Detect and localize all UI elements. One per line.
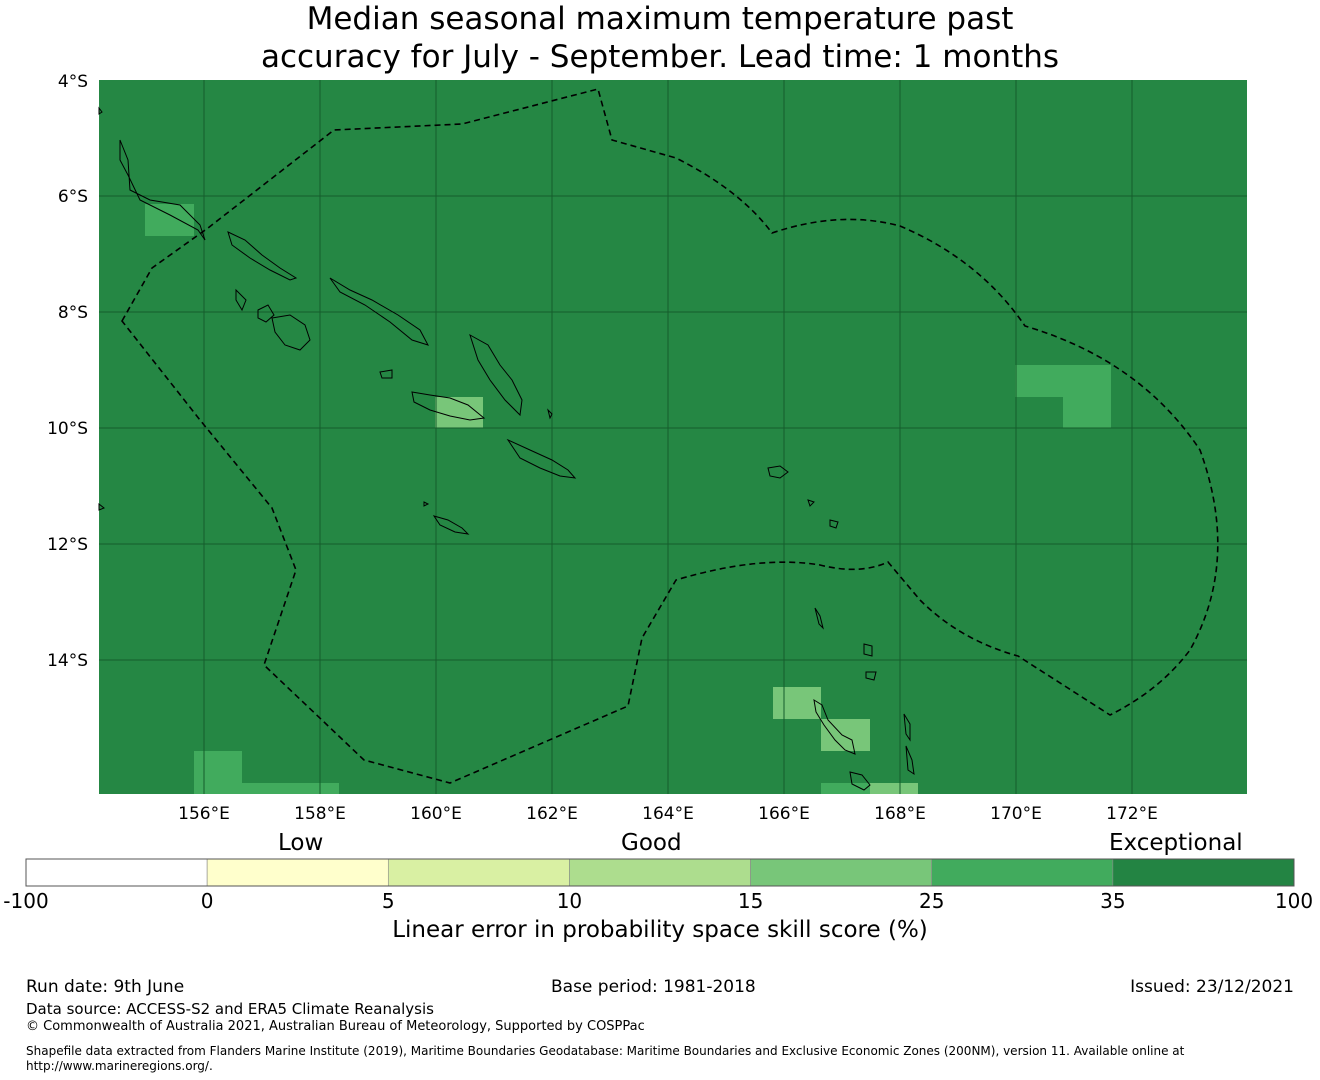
chart-title: Median seasonal maximum temperature past… xyxy=(0,0,1320,76)
map-svg: 4°S 6°S 8°S 10°S 12°S 14°S 156°E 158°E 1… xyxy=(47,72,1247,824)
malaita-island xyxy=(469,333,523,417)
bougainville-island xyxy=(119,139,206,241)
island xyxy=(863,643,873,657)
level-good: Good xyxy=(621,830,682,856)
colorbar-tick-label: 0 xyxy=(201,889,214,913)
lon-label: 160°E xyxy=(410,804,462,824)
makira-island xyxy=(506,438,577,479)
colorbar-tick-label: 25 xyxy=(919,889,944,913)
coastlines xyxy=(98,106,915,791)
choiseul-island xyxy=(227,231,298,281)
colorbar-segment xyxy=(931,858,1114,887)
lat-label: 4°S xyxy=(58,72,88,92)
island xyxy=(379,369,393,379)
map-panel: 4°S 6°S 8°S 10°S 12°S 14°S 156°E 158°E 1… xyxy=(0,70,1320,830)
island xyxy=(814,607,824,630)
lon-label: 162°E xyxy=(526,804,578,824)
espiritu-santo-island xyxy=(813,698,856,755)
colorbar: -100 0 5 10 15 25 35 100 xyxy=(3,858,1313,913)
lat-label: 6°S xyxy=(58,187,88,207)
data-source: Data source: ACCESS-S2 and ERA5 Climate … xyxy=(26,1000,434,1018)
colorbar-tick-label: 35 xyxy=(1100,889,1125,913)
colorbar-tick-label: 100 xyxy=(1275,889,1313,913)
title-line-2: accuracy for July - September. Lead time… xyxy=(260,39,1060,75)
island xyxy=(865,671,877,681)
colorbar-segment xyxy=(387,858,570,887)
lat-label: 12°S xyxy=(47,535,88,555)
santa-isabel-island xyxy=(329,277,430,346)
island xyxy=(423,501,430,507)
island xyxy=(98,106,103,115)
island xyxy=(905,745,915,776)
colorbar-title: Linear error in probability space skill … xyxy=(392,917,928,943)
colorbar-segment xyxy=(25,858,208,887)
shapefile-credit-1: Shapefile data extracted from Flanders M… xyxy=(26,1044,1185,1058)
colorbar-segment xyxy=(1112,858,1295,887)
skill-cell xyxy=(194,751,242,794)
colorbar-segment xyxy=(750,858,933,887)
lon-label: 158°E xyxy=(294,804,346,824)
colorbar-ticks: -100 0 5 10 15 25 35 100 xyxy=(3,889,1313,913)
lat-labels: 4°S 6°S 8°S 10°S 12°S 14°S xyxy=(47,72,88,671)
colorbar-frame xyxy=(25,858,1295,887)
skill-cell xyxy=(870,783,918,794)
eez-boundary xyxy=(121,88,1219,784)
gridlines xyxy=(99,80,1247,794)
lon-label: 172°E xyxy=(1106,804,1158,824)
lon-labels: 156°E 158°E 160°E 162°E 164°E 166°E 168°… xyxy=(178,804,1158,824)
lat-label: 10°S xyxy=(47,419,88,439)
guadalcanal-island xyxy=(411,391,486,421)
malekula-island xyxy=(849,771,871,791)
rennell-island xyxy=(432,515,470,535)
island xyxy=(547,408,553,420)
colorbar-segments xyxy=(25,858,1295,887)
skill-cell xyxy=(242,783,339,794)
skill-cell xyxy=(821,719,870,751)
new-georgia-island xyxy=(271,314,311,351)
lon-label: 156°E xyxy=(178,804,230,824)
island xyxy=(235,288,247,312)
skill-cells xyxy=(145,204,1111,794)
santa-cruz-island xyxy=(767,465,789,479)
lon-label: 168°E xyxy=(874,804,926,824)
colorbar-tick-label: 5 xyxy=(382,889,395,913)
island xyxy=(98,502,105,511)
issued-date: Issued: 23/12/2021 xyxy=(1130,977,1294,997)
skill-cell xyxy=(145,204,194,236)
skill-cell xyxy=(1015,365,1111,397)
island xyxy=(829,519,839,529)
skill-cell xyxy=(821,783,870,794)
lon-label: 164°E xyxy=(642,804,694,824)
colorbar-segment xyxy=(206,858,389,887)
skill-cell xyxy=(1063,397,1111,428)
colorbar-tick-label: 15 xyxy=(738,889,763,913)
title-line-1: Median seasonal maximum temperature past xyxy=(306,1,1014,37)
lon-label: 166°E xyxy=(758,804,810,824)
base-period: Base period: 1981-2018 xyxy=(551,977,756,997)
colorbar-tick-label: 10 xyxy=(557,889,582,913)
lon-label: 170°E xyxy=(990,804,1042,824)
lat-label: 14°S xyxy=(47,651,88,671)
lat-label: 8°S xyxy=(58,303,88,323)
skill-cell xyxy=(773,687,821,719)
level-exceptional: Exceptional xyxy=(1109,830,1243,856)
island xyxy=(903,713,911,742)
map-background xyxy=(99,80,1247,794)
colorbar-tick-label: -100 xyxy=(3,889,48,913)
copyright: © Commonwealth of Australia 2021, Austra… xyxy=(26,1019,645,1034)
shapefile-credit-2: http://www.marineregions.org/. xyxy=(26,1059,213,1073)
skill-cell xyxy=(435,397,483,428)
colorbar-segment xyxy=(569,858,751,887)
island xyxy=(257,304,275,323)
island xyxy=(807,499,815,507)
run-date: Run date: 9th June xyxy=(26,977,185,997)
level-low: Low xyxy=(278,830,324,856)
